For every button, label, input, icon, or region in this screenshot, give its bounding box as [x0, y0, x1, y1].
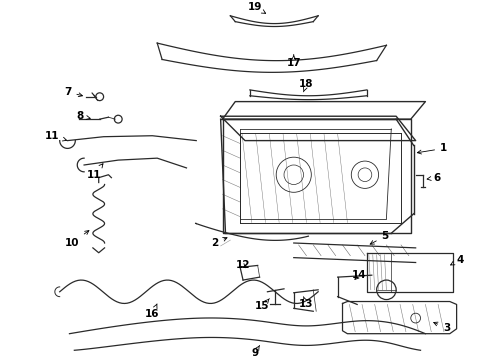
Text: 14: 14: [352, 270, 367, 280]
Text: 11: 11: [45, 131, 67, 141]
Text: 4: 4: [451, 255, 464, 265]
Text: 2: 2: [211, 238, 227, 248]
Text: 17: 17: [287, 55, 301, 68]
Text: 3: 3: [434, 322, 450, 333]
Text: 6: 6: [427, 173, 441, 183]
Text: 11: 11: [87, 164, 103, 180]
Text: 9: 9: [251, 346, 260, 358]
Text: 18: 18: [299, 79, 314, 92]
Text: 16: 16: [145, 304, 160, 319]
Text: 5: 5: [370, 231, 389, 244]
Text: 19: 19: [247, 2, 266, 13]
Text: 1: 1: [417, 143, 447, 154]
Text: 8: 8: [77, 111, 90, 121]
Text: 13: 13: [299, 297, 314, 310]
Text: 12: 12: [236, 260, 250, 270]
Text: 10: 10: [65, 230, 89, 248]
Text: 15: 15: [255, 298, 270, 311]
Text: 7: 7: [64, 87, 82, 97]
